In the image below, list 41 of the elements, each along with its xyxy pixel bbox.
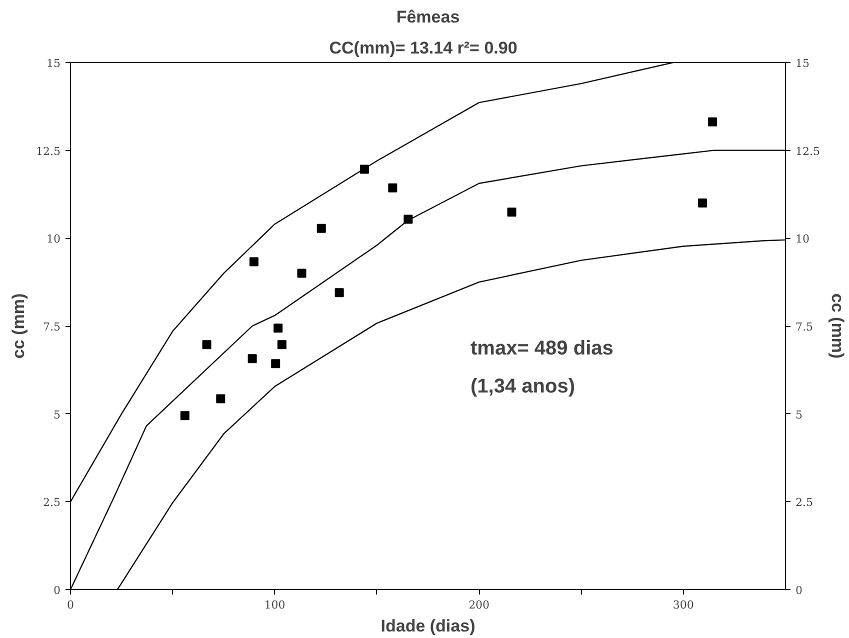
y2-tick-label: 7.5 bbox=[796, 320, 813, 334]
point bbox=[274, 324, 283, 333]
point bbox=[708, 117, 718, 126]
point bbox=[248, 354, 257, 364]
y-axis-title: cc (mm) bbox=[9, 293, 28, 359]
y-tick-label: 7.5 bbox=[43, 320, 61, 334]
point bbox=[698, 198, 708, 208]
y-tick-label: 10 bbox=[46, 232, 61, 246]
point bbox=[388, 183, 398, 192]
y-tick-label: 12.5 bbox=[36, 144, 61, 158]
chart-subtitle: CC(mm)= 13.14 r²= 0.90 bbox=[329, 38, 518, 58]
y2-tick-label: 2.5 bbox=[796, 496, 813, 510]
y2-tick-label: 12.5 bbox=[796, 144, 820, 158]
point bbox=[249, 257, 258, 266]
y2-tick-label: 0 bbox=[796, 584, 802, 597]
chart-title: Fêmeas bbox=[396, 8, 460, 26]
y-tick-label: 0 bbox=[54, 584, 60, 597]
x-tick-label: 300 bbox=[672, 598, 694, 612]
line-series bbox=[116, 239, 786, 590]
point bbox=[180, 411, 190, 420]
y-tick-label: 5 bbox=[54, 408, 60, 422]
annotation: tmax= 489 dias bbox=[470, 338, 614, 360]
y2-tick-label: 5 bbox=[796, 408, 802, 422]
point bbox=[316, 224, 326, 233]
point bbox=[297, 268, 306, 278]
y-tick-label: 2.5 bbox=[43, 496, 61, 510]
x-axis-title: Idade (dias) bbox=[380, 616, 476, 636]
x-tick-label: 200 bbox=[468, 598, 490, 612]
x-tick-label: 0 bbox=[67, 598, 74, 612]
y-tick-label: 15 bbox=[46, 57, 61, 70]
point bbox=[334, 288, 344, 298]
annotation: (1,34 anos) bbox=[470, 376, 575, 398]
x-tick-label: 100 bbox=[264, 598, 286, 612]
point bbox=[277, 340, 286, 350]
point bbox=[271, 359, 280, 368]
y2-tick-label: 15 bbox=[796, 57, 810, 70]
point bbox=[216, 394, 226, 404]
y2-axis-title: cc (mm) bbox=[828, 293, 847, 359]
point bbox=[202, 340, 212, 350]
point bbox=[507, 208, 516, 217]
y2-tick-label: 10 bbox=[796, 232, 810, 246]
